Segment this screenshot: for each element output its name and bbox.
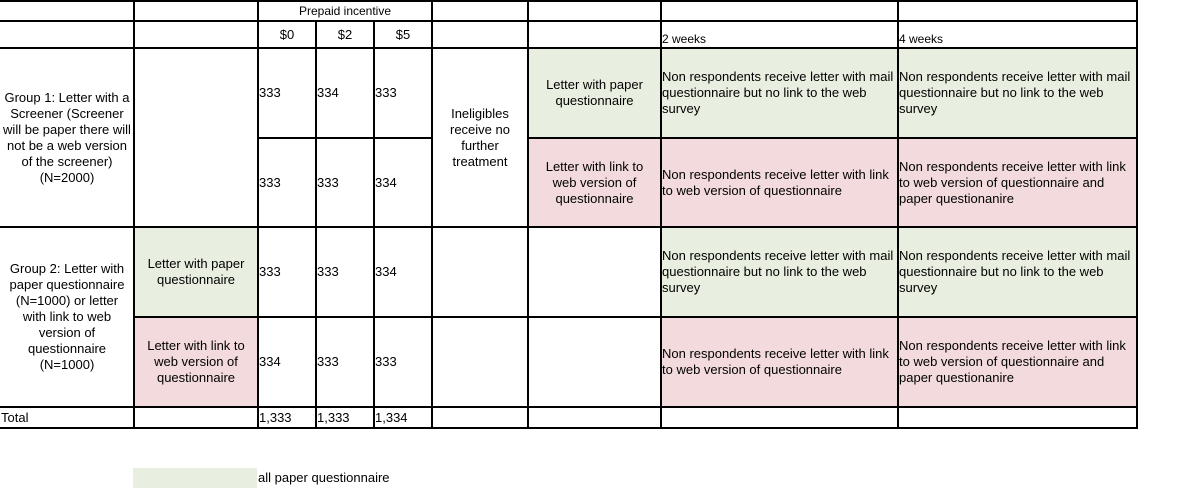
grid-line [0, 0, 1138, 2]
grid-line [133, 316, 1138, 318]
total-count-5: 1,334 [375, 409, 408, 425]
bg-g2b-week2 [661, 318, 898, 407]
g2a-count-5: 334 [375, 264, 397, 279]
grid-line [0, 20, 1138, 22]
grid-line [897, 0, 899, 429]
g1a-count-2: 334 [317, 85, 339, 100]
g1a-count-0: 333 [259, 85, 281, 100]
g1b-count-5: 334 [375, 174, 397, 190]
g2a-week4: Non respondents receive letter with mail… [899, 248, 1131, 295]
g1a-treatment: Letter with paper questionnaire [546, 77, 643, 108]
g2b-week4: Non respondents receive letter with link… [899, 338, 1126, 385]
g2b-count-2: 333 [317, 354, 339, 369]
grid-line [660, 0, 662, 429]
g1b-treatment: Letter with link to web version of quest… [545, 158, 644, 206]
week-2-header: 2 weeks [662, 32, 707, 46]
bg-g2a-treatment [134, 228, 257, 317]
g1b-count-0: 333 [259, 174, 281, 190]
amount-2-header: $2 [337, 26, 353, 42]
grid-line [0, 406, 1138, 408]
group-1-label: Group 1: Letter with a Screener (Screene… [3, 89, 131, 185]
g1b-week4: Non respondents receive letter with link… [899, 158, 1126, 206]
g1a-week2: Non respondents receive letter with mail… [662, 69, 894, 116]
grid-line [0, 47, 1138, 49]
bg-g1a-week2 [661, 49, 898, 138]
total-count-2: 1,333 [317, 409, 350, 425]
grid-line [527, 0, 529, 429]
bg-g1a-week4 [898, 49, 1137, 138]
bg-g1a-treatment [528, 49, 661, 138]
total-label: Total [1, 409, 29, 425]
bg-g1b-week2 [661, 138, 898, 227]
grid-line [373, 20, 375, 429]
legend-swatch-paper [133, 468, 257, 488]
bg-g2a-week2 [661, 228, 898, 317]
g2b-week2: Non respondents receive letter with link… [662, 346, 889, 377]
bg-g1b-treatment [528, 138, 661, 227]
legend-label-paper: all paper questionnaire [258, 470, 390, 485]
grid-line [133, 0, 135, 429]
g2a-treatment: Letter with paper questionnaire [147, 256, 245, 287]
g2b-treatment: Letter with link to web version of quest… [147, 338, 245, 385]
g2a-week2: Non respondents receive letter with mail… [662, 248, 894, 295]
bg-g1b-week4 [898, 138, 1137, 227]
g1b-count-2: 333 [317, 174, 339, 190]
grid-line [257, 137, 432, 139]
grid-line [527, 137, 1138, 139]
bg-g2b-treatment [134, 318, 257, 407]
week-4-header: 4 weeks [899, 32, 944, 46]
grid-line [0, 226, 1138, 228]
grid-line [0, 427, 1138, 429]
grid-line [257, 0, 259, 429]
g2b-count-0: 334 [259, 354, 281, 369]
bg-g2b-week4 [898, 318, 1137, 407]
grid-line [431, 0, 433, 429]
ineligibles-note: Ineligibles receive no further treatment [450, 105, 510, 169]
g1a-week4: Non respondents receive letter with mail… [899, 69, 1131, 116]
prepaid-incentive-header: Prepaid incentive [298, 4, 392, 18]
g1b-week2: Non respondents receive letter with link… [662, 166, 889, 198]
g2a-count-2: 333 [317, 264, 339, 279]
g2b-count-5: 333 [375, 354, 397, 369]
amount-0-header: $0 [279, 26, 295, 42]
g2a-count-0: 333 [259, 264, 281, 279]
grid-line [1136, 0, 1138, 429]
bg-g2a-week4 [898, 228, 1137, 317]
group-2-label: Group 2: Letter with paper questionnaire… [9, 261, 125, 372]
amount-5-header: $5 [395, 26, 411, 42]
g1a-count-5: 333 [375, 85, 397, 100]
grid-line [315, 20, 317, 429]
total-count-0: 1,333 [259, 409, 292, 425]
